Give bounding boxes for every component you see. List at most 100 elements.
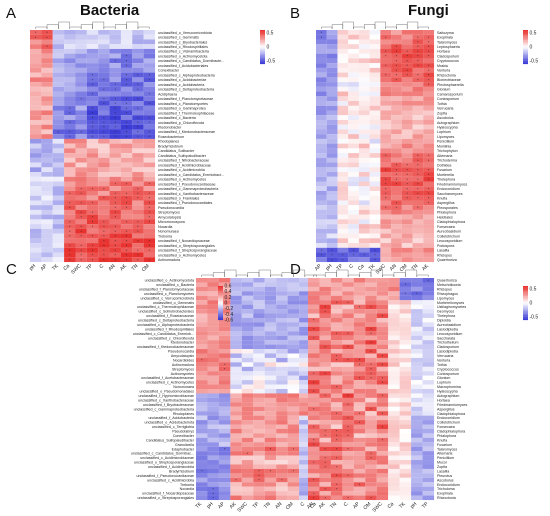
column-label: TP [335,263,344,272]
heatmap-cell [353,384,366,390]
row-label: unclassified_f_Acidimicrobiia [148,465,194,469]
heatmap-cell [326,91,338,97]
heatmap-cell [253,451,265,456]
heatmap-cell [132,157,144,163]
significance-mark: * [417,168,419,172]
significance-mark: * [80,254,82,258]
significance-mark: * [69,130,71,134]
heatmap-cell [64,219,76,225]
heatmap-cell [388,446,400,452]
heatmap-cell [143,205,156,210]
heatmap-cell [109,219,121,225]
significance-mark: * [407,164,409,168]
heatmap-cell [365,295,377,301]
heatmap-cell [241,375,254,381]
heatmap-cell [230,286,242,292]
heatmap-cell [423,110,435,116]
significance-mark: * [69,220,71,224]
column-label: TN [329,501,338,510]
heatmap-cell [86,219,99,225]
heatmap-cell [86,162,99,168]
heatmap-cell [41,86,53,92]
row-label: Zopfia [437,111,447,115]
heatmap-cell [412,200,424,206]
heatmap-cell [120,247,133,253]
heatmap-cell [319,491,331,496]
heatmap-cell [316,167,327,173]
significance-mark: * [137,230,139,234]
row-label: Alternaria [437,452,452,456]
heatmap-cell [423,224,435,229]
significance-mark: * [325,372,327,376]
heatmap-cell [109,77,121,83]
heatmap-cell [109,134,121,139]
heatmap-cell [330,313,343,319]
heatmap-cell [326,115,338,120]
heatmap-cell [353,349,366,354]
heatmap-cell [196,300,208,305]
heatmap-cell [376,473,389,478]
heatmap-cell [132,63,144,68]
significance-mark: * [359,421,361,425]
heatmap-cell [330,291,343,296]
row-label: Friedmanniomyces [437,403,468,407]
heatmap-cell [380,195,392,201]
heatmap-cell [264,486,277,492]
heatmap-cell [253,357,265,363]
row-label: Tothia [437,363,447,367]
heatmap-cell [207,451,219,456]
significance-mark: * [417,55,419,59]
heatmap-cell [365,335,377,341]
heatmap-cell [399,397,412,403]
heatmap-cell [287,286,300,292]
heatmap-cell [358,228,370,234]
heatmap-cell [196,331,208,336]
significance-mark: * [331,258,333,262]
legend-swatch [523,47,528,49]
heatmap-cell [132,72,144,78]
heatmap-cell [241,491,254,496]
significance-mark: * [80,244,82,248]
heatmap-cell [401,186,413,192]
heatmap-cell [276,442,288,447]
heatmap-cell [411,464,423,469]
heatmap-cell [399,384,412,390]
heatmap-cell [399,389,412,394]
heatmap-cell [30,86,42,92]
heatmap-cell [411,402,423,407]
heatmap-cell [342,477,354,483]
row-label: Quaerhoriza [437,258,457,262]
heatmap-cell [399,495,412,501]
heatmap-cell [143,238,156,244]
column-label: Ca [387,501,396,510]
heatmap-cell [64,233,76,239]
significance-mark: * [137,135,139,139]
significance-mark: * [35,31,37,35]
significance-mark: * [417,64,419,68]
heatmap-cell [308,446,320,452]
significance-mark: * [80,201,82,205]
heatmap-cell [75,233,87,239]
heatmap-cell [337,148,349,154]
heatmap-cell [218,389,231,394]
heatmap-cell [337,134,349,139]
heatmap-cell [342,460,354,465]
row-label: unclassified_c_Candidatus_Dormibac... [131,452,194,456]
heatmap-cell [143,124,156,130]
heatmap-cell [264,460,277,465]
heatmap-cell [308,393,320,398]
heatmap-cell [109,82,121,87]
heatmap-cell [399,300,412,305]
heatmap-cell [120,233,133,239]
heatmap-cell [401,63,413,68]
significance-mark: * [347,434,349,438]
heatmap-cell [308,278,320,283]
heatmap-cell [337,129,349,135]
heatmap-cell [230,366,242,372]
heatmap-cell [348,82,359,87]
heatmap-cell [330,331,343,336]
heatmap-cell [241,433,254,438]
row-label: unclassified_c_Bacteria [156,283,194,287]
heatmap-cell [348,190,359,196]
column-label: pH [28,263,37,272]
